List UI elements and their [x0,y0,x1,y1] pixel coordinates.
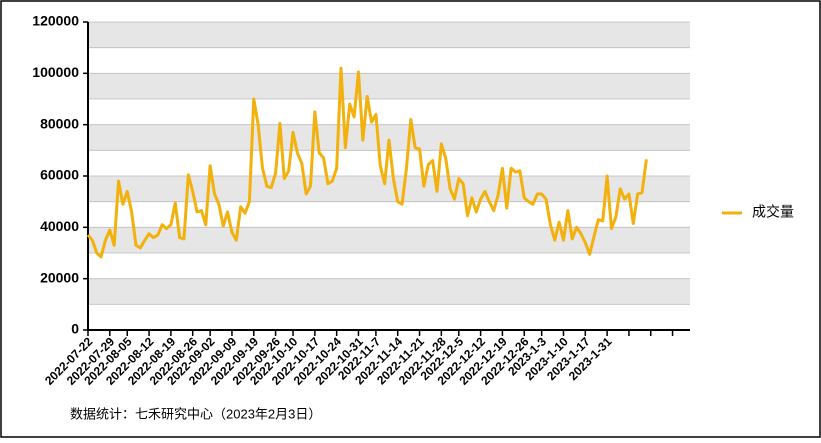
y-tick-label: 60000 [40,167,79,183]
grid-band [88,22,690,48]
y-tick-label: 40000 [40,218,79,234]
y-tick-label: 80000 [40,115,79,131]
grid-band [88,176,690,202]
y-tick-label: 20000 [40,269,79,285]
y-tick-label: 120000 [32,13,79,29]
grid-band [88,278,690,305]
grid-band [88,73,690,99]
y-tick-label: 0 [71,321,79,337]
y-tick-label: 100000 [32,64,79,80]
series-line [86,66,648,259]
footnote: 数据统计：七禾研究中心（2023年2月3日） [70,406,321,421]
legend-label: 成交量 [752,204,794,220]
